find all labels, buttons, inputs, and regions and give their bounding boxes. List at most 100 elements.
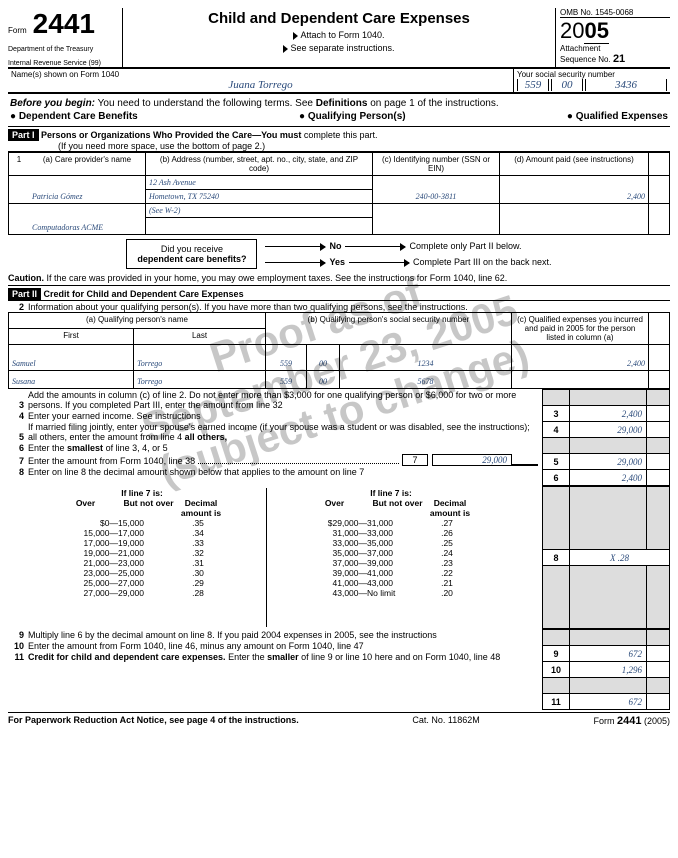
p2-col-c: (c) Qualified expenses you incurred and … [512, 313, 649, 345]
part1-title: Persons or Organizations Who Provided th… [41, 130, 261, 140]
lines-block: 3 Add the amounts in column (c) of line … [8, 389, 670, 486]
decimal-row: 43,000—No limit.20 [307, 588, 475, 598]
lines-9-11-amt: 9672 101,296 11672 [542, 629, 670, 710]
line3: 3 Add the amounts in column (c) of line … [8, 390, 538, 410]
decimal-row: 39,000—41,000.22 [307, 568, 475, 578]
q2-s2: 00 [306, 371, 339, 389]
benefits-arrows: No Complete only Part II below. Yes Comple… [265, 241, 551, 267]
q2-first: Susana [9, 371, 134, 389]
lines-amt-table: 32,400 429,000 529,000 62,400 [542, 389, 670, 486]
benefits-yes-text: Complete Part III on the back next. [413, 257, 552, 267]
omb-no: OMB No. 1545-0068 [560, 8, 670, 18]
line4-amt: 29,000 [570, 422, 647, 438]
line10-amt: 1,296 [570, 662, 647, 678]
decimal-row: 33,000—35,000.25 [307, 538, 475, 548]
decimal-right: If line 7 is: OverBut not overDecimal am… [307, 488, 475, 627]
col-c-hdr: (c) Identifying number (SSN or EIN) [373, 153, 500, 176]
before-text: Before you begin: You need to understand… [10, 98, 668, 109]
header-mid: Child and Dependent Care Expenses Attach… [123, 8, 556, 67]
col-d-hdr: (d) Amount paid (see instructions) [500, 153, 649, 176]
part1-label: Part I [8, 129, 39, 141]
dept-line2: Internal Revenue Service (99) [8, 60, 118, 68]
decimal-row: 17,000—19,000.33 [58, 538, 226, 548]
benefits-question: Did you receive dependent care benefits?… [8, 239, 670, 269]
line3-amt: 2,400 [570, 406, 647, 422]
decimal-row: 41,000—43,000.21 [307, 578, 475, 588]
line11: 11 Credit for child and dependent care e… [8, 652, 538, 662]
provider2-name: Computadoras ACME [29, 204, 146, 235]
decimal-row: 37,000—39,000.23 [307, 558, 475, 568]
form-header: Form 2441 Department of the Treasury Int… [8, 8, 670, 69]
footer-mid: Cat. No. 11862M [412, 715, 479, 727]
decimal-row: $0—15,000.35 [58, 518, 226, 528]
line5: 5 If married filing jointly, enter your … [8, 422, 538, 442]
seq-row: Sequence No. 21 [560, 53, 670, 65]
p2-col-a: (a) Qualifying person's name [9, 313, 266, 329]
header-right: OMB No. 1545-0068 2005 Attachment Sequen… [556, 8, 670, 67]
line2-text: Information about your qualifying person… [28, 302, 670, 312]
line4: 4 Enter your earned income. See instruct… [8, 411, 538, 421]
name-label: Name(s) shown on Form 1040 [11, 70, 510, 79]
line11-amt: 672 [570, 694, 647, 710]
decimal-left: If line 7 is: OverBut not overDecimal am… [58, 488, 226, 627]
q2-amt [512, 371, 649, 389]
line9: 9 Multiply line 6 by the decimal amount … [8, 630, 538, 640]
benefits-q-box: Did you receive dependent care benefits? [126, 239, 257, 269]
before-begin: Before you begin: You need to understand… [8, 94, 670, 127]
footer-left: For Paperwork Reduction Act Notice, see … [8, 715, 299, 727]
bullet-3: ● Qualified Expenses [567, 111, 668, 122]
decimal-row: 31,000—33,000.26 [307, 528, 475, 538]
name-cell: Name(s) shown on Form 1040 Juana Torrego [8, 69, 514, 92]
decimal-row: 21,000—23,000.31 [58, 558, 226, 568]
provider1-name: Patricia Gómez [29, 176, 146, 204]
ssn-label: Your social security number [517, 70, 667, 79]
line6: 6 Enter the smallest of line 3, 4, or 5 [8, 443, 538, 453]
q1-first: Samuel [9, 345, 134, 371]
benefits-yes: Yes [329, 257, 345, 267]
row-no-1: 1 [9, 153, 30, 176]
p2-first: First [9, 329, 134, 345]
benefits-no-text: Complete only Part II below. [409, 241, 521, 251]
footer-right: Form 2441 (2005) [593, 715, 670, 727]
lines-9-11: 9 Multiply line 6 by the decimal amount … [8, 629, 670, 710]
line8: 8 Enter on line 8 the decimal amount sho… [8, 467, 538, 477]
part2-label: Part II [8, 288, 41, 300]
attachment-label: Attachment [560, 44, 670, 53]
q2-s3: 5678 [339, 371, 511, 389]
provider1-addr1: 12 Ash Avenue [146, 176, 373, 190]
provider1-addr2: Hometown, TX 75240 [146, 190, 373, 204]
q1-s3: 1234 [339, 345, 511, 371]
form-title: Child and Dependent Care Expenses [127, 10, 551, 27]
line10: 10 Enter the amount from Form 1040, line… [8, 641, 538, 651]
see-line: See separate instructions. [127, 43, 551, 53]
decimal-row: 25,000—27,000.29 [58, 578, 226, 588]
footer: For Paperwork Reduction Act Notice, see … [8, 712, 670, 727]
line8-amt: X .28 [570, 550, 670, 566]
benefits-no: No [329, 241, 341, 251]
decimal-row: 35,000—37,000.24 [307, 548, 475, 558]
line5-amt: 29,000 [570, 454, 647, 470]
decimal-row: 15,000—17,000.34 [58, 528, 226, 538]
provider1-id: 240-00-3811 [373, 176, 500, 204]
form-number: 2441 [33, 8, 95, 40]
line6-amt: 2,400 [570, 470, 647, 486]
line8-amt-table: 8X .28 [542, 486, 670, 629]
q1-last: Torrego [134, 345, 266, 371]
ssn-value: 559 00 3436 [517, 79, 667, 91]
dept-line1: Department of the Treasury [8, 46, 118, 54]
attach-line: Attach to Form 1040. [127, 30, 551, 40]
decimal-row: 19,000—21,000.32 [58, 548, 226, 558]
q1-s2: 00 [306, 345, 339, 371]
col-a-hdr: (a) Care provider's name [29, 153, 146, 176]
col-b-hdr: (b) Address (number, street, apt. no., c… [146, 153, 373, 176]
term-bullets: ● Dependent Care Benefits ● Qualifying P… [10, 111, 668, 122]
taxpayer-name: Juana Torrego [11, 79, 510, 91]
line7-amt: 29,000 [432, 454, 512, 466]
header-left: Form 2441 Department of the Treasury Int… [8, 8, 123, 67]
part2-header: Part II Credit for Child and Dependent C… [8, 285, 670, 301]
q2-s1: 559 [265, 371, 306, 389]
decimal-row: $29,000—31,000.27 [307, 518, 475, 528]
bullet-2: ● Qualifying Person(s) [299, 111, 406, 122]
q1-s1: 559 [265, 345, 306, 371]
name-row: Name(s) shown on Form 1040 Juana Torrego… [8, 69, 670, 94]
